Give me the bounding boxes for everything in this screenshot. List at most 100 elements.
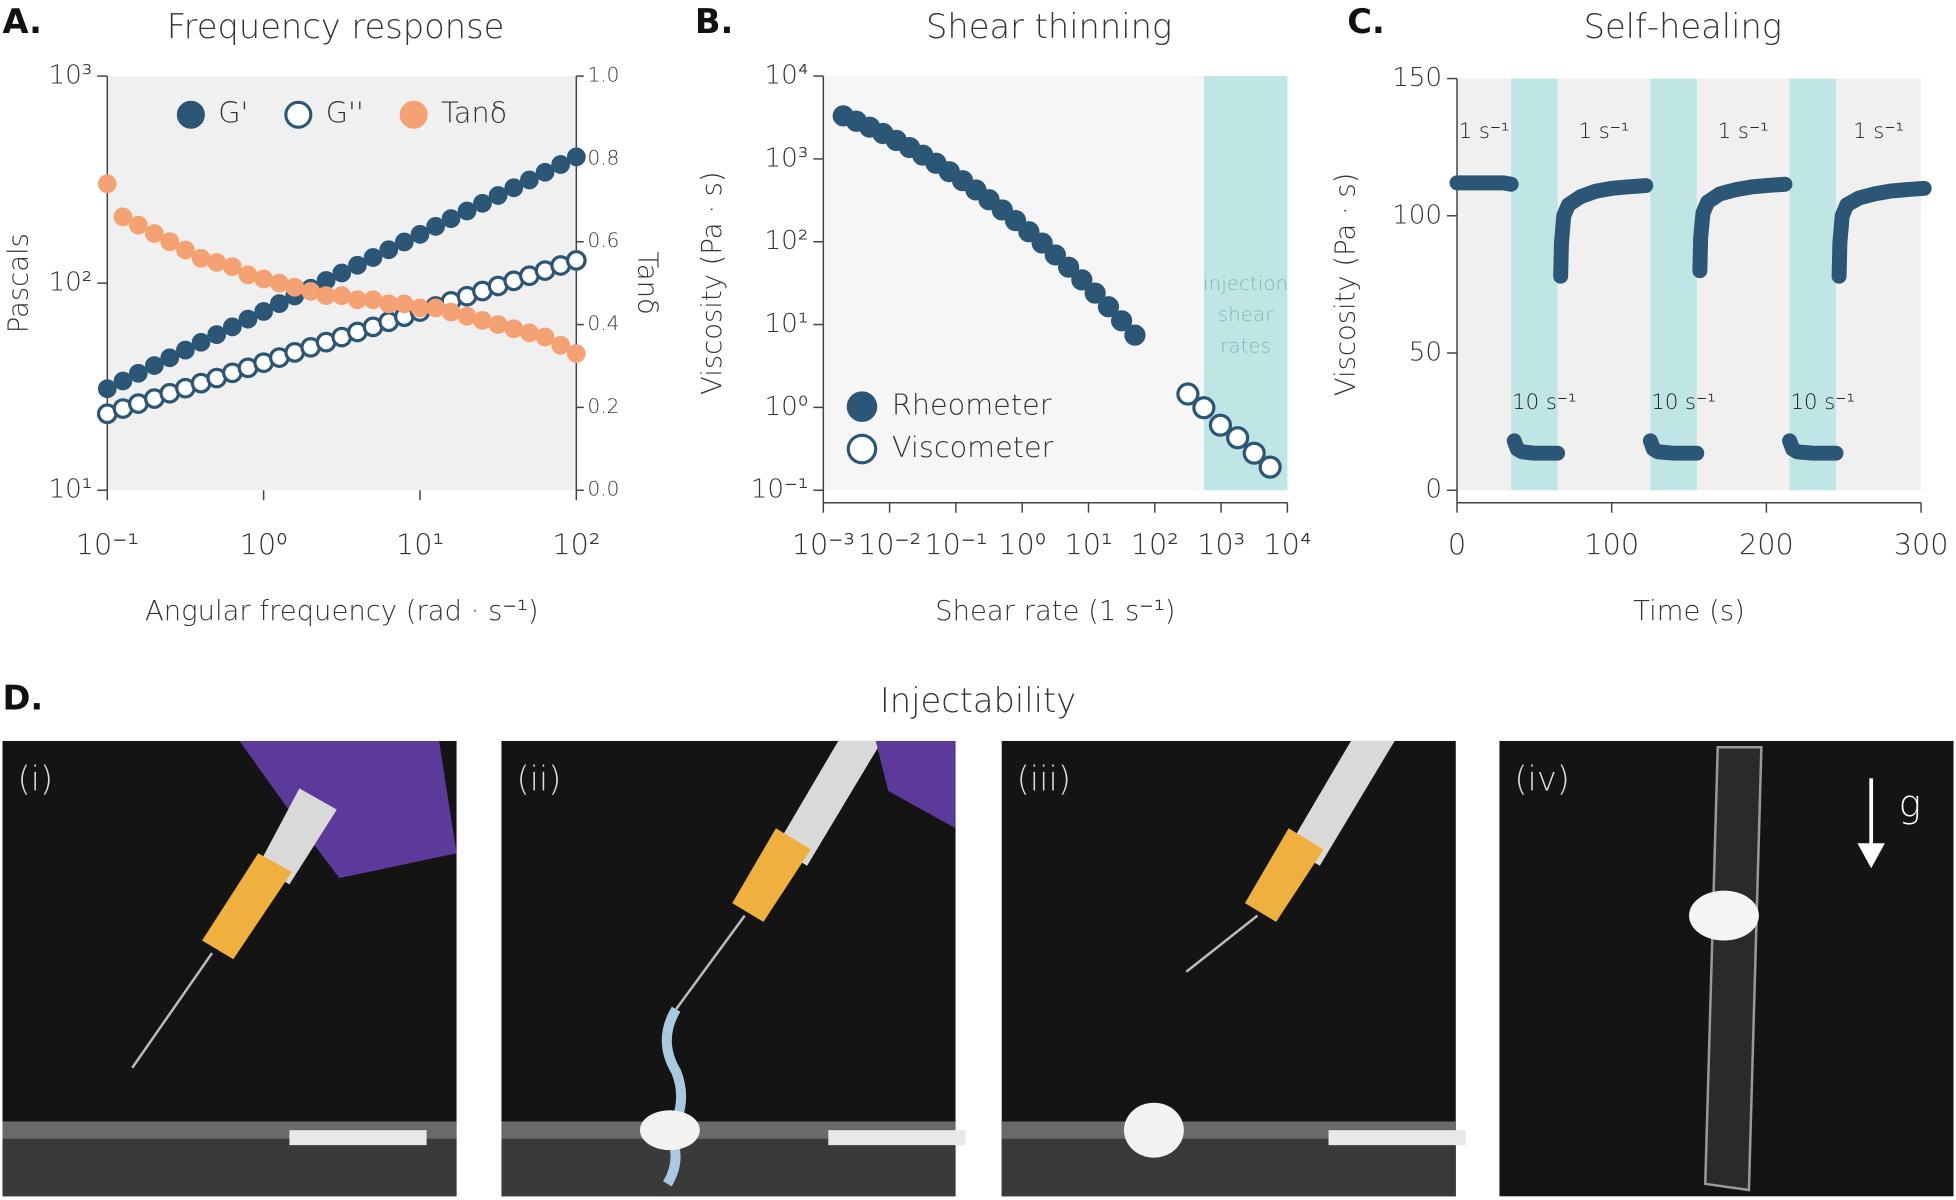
y-tick-label: 10⁰: [765, 392, 809, 422]
x-tick-label: 10¹: [1064, 527, 1112, 561]
data-point: [128, 215, 148, 235]
x-tick-label: 10¹: [396, 527, 444, 561]
data-point: [473, 193, 492, 213]
y-tick-label: 150: [1392, 63, 1442, 93]
data-point: [269, 294, 289, 314]
syringe: [258, 788, 337, 885]
legend-label: Viscometer: [892, 430, 1054, 464]
data-point: [535, 327, 555, 347]
band-label: injection: [1203, 271, 1288, 295]
legend-marker: [284, 100, 313, 129]
gravity-label: g: [1899, 781, 1921, 825]
slide-vertical: [1703, 745, 1763, 1192]
y2-tick-label: 0.4: [588, 311, 620, 335]
data-point: [238, 309, 258, 329]
data-point: [520, 323, 539, 343]
legend-marker: [846, 433, 878, 465]
y-axis-label: Pascals: [3, 233, 34, 333]
data-point: [348, 255, 367, 275]
photo: g (iv): [1499, 740, 1954, 1197]
x-tick-label: 10⁻²: [858, 527, 921, 561]
legend-marker: [176, 100, 205, 129]
data-point: [1057, 256, 1080, 278]
rate-label: 1 s⁻¹: [1459, 118, 1510, 143]
legend-label: G'': [326, 96, 364, 130]
shaded-band: [1650, 78, 1697, 491]
y-tick-label: 50: [1409, 338, 1442, 368]
data-point: [176, 240, 195, 260]
data-point: [1208, 413, 1233, 437]
x-axis-label: Shear rate (1 s⁻¹): [935, 596, 1175, 627]
x-tick-label: 10⁻¹: [924, 527, 987, 561]
syringe: [775, 740, 882, 866]
data-point: [1124, 324, 1146, 346]
y-tick-label: 10²: [765, 226, 809, 256]
chart-title: Shear thinning: [926, 7, 1172, 46]
data-line: [1449, 175, 1932, 461]
data-point: [113, 371, 133, 391]
y-axis-label: Viscosity (Pa · s): [1331, 173, 1362, 397]
photo-background: [1001, 740, 1456, 1197]
data-point: [113, 207, 133, 227]
legend-marker: [399, 100, 428, 129]
data-point: [488, 186, 508, 205]
x-axis-label: Angular frequency (rad · s⁻¹): [145, 596, 539, 627]
data-point: [394, 294, 414, 314]
data-point: [254, 302, 273, 321]
data-point: [1084, 282, 1106, 304]
data-point: [207, 253, 227, 272]
data-point: [1242, 441, 1266, 465]
x-tick-label: 10⁰: [240, 527, 288, 561]
photo: (i): [2, 740, 457, 1197]
data-point: [348, 290, 367, 310]
rate-label: 1 s⁻¹: [1853, 118, 1904, 143]
data-point: [144, 224, 164, 243]
y2-tick-label: 0.0: [588, 477, 620, 501]
y-tick-label: 10⁴: [765, 61, 809, 91]
shaded-band: [1789, 78, 1836, 491]
x-tick-label: 10²: [552, 527, 600, 561]
data-point: [426, 298, 446, 318]
gel: [1123, 1102, 1184, 1158]
glove: [875, 740, 956, 829]
data-point: [1031, 232, 1053, 254]
data-point: [363, 248, 383, 267]
arrow-head: [1857, 843, 1885, 869]
data-point: [144, 356, 164, 375]
data-point: [566, 147, 586, 167]
data-point: [1176, 382, 1200, 406]
data-point: [394, 232, 414, 252]
data-point: [301, 282, 321, 301]
slide: [1328, 1130, 1466, 1146]
rate-label: 10 s⁻¹: [1651, 389, 1715, 414]
data-point: [1192, 396, 1216, 420]
data-point: [457, 306, 477, 326]
data-point: [160, 232, 180, 252]
x-tick-label: 10²: [1131, 527, 1179, 561]
data-point: [426, 217, 446, 236]
data-point: [254, 269, 273, 289]
gel: [1689, 890, 1759, 941]
data-point: [441, 209, 461, 228]
x-tick-label: 300: [1894, 527, 1949, 561]
data-point: [551, 155, 571, 174]
data-point: [379, 240, 399, 260]
y2-tick-label: 0.6: [588, 228, 620, 252]
data-point: [410, 298, 430, 318]
data-point: [566, 344, 586, 363]
data-point: [97, 379, 117, 399]
bench-front: [2, 1138, 457, 1197]
hub: [202, 853, 292, 960]
photo: (ii): [501, 740, 966, 1197]
data-point: [520, 170, 539, 190]
syringe: [1288, 740, 1395, 866]
x-tick-label: 200: [1739, 527, 1794, 561]
data-point: [504, 319, 524, 339]
chart-title: Frequency response: [167, 7, 505, 46]
y-tick-label: 10⁻¹: [751, 475, 809, 505]
y-tick-label: 10²: [48, 268, 92, 298]
panel-label: D.: [2, 678, 43, 717]
rate-label: 10 s⁻¹: [1512, 389, 1576, 414]
y2-tick-label: 0.8: [588, 145, 620, 169]
data-point: [332, 263, 352, 283]
